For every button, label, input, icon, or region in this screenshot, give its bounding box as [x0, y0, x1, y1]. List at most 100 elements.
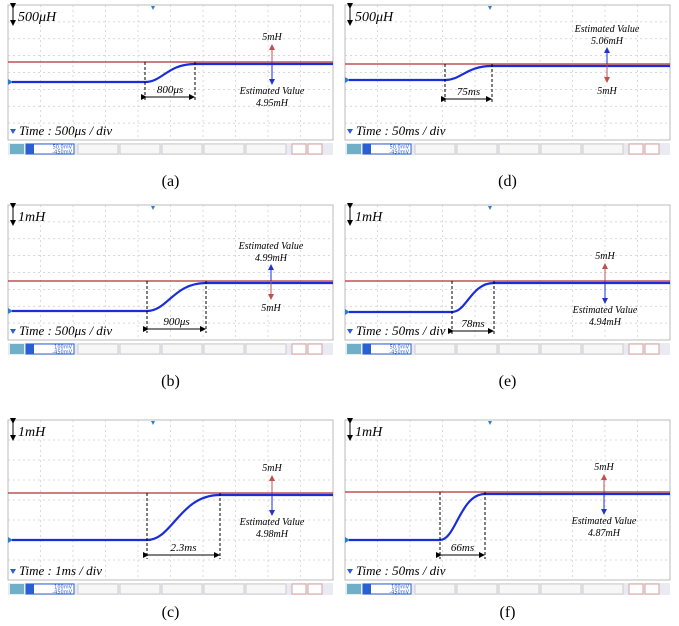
toolbar-slot [204, 144, 244, 154]
interval-label: 2.3ms [171, 542, 197, 554]
toolbar-icon [347, 584, 361, 594]
scope-panel: 500μH 75ms Estimated Value5.06mH 5mH Time : … [345, 5, 670, 156]
toolbar-slot [78, 344, 118, 354]
toolbar-slot [78, 144, 118, 154]
interval-label: 75ms [457, 86, 480, 98]
estimate-label: Estimated Value [239, 517, 305, 528]
channel-number [26, 344, 34, 354]
toolbar-slot [78, 584, 118, 594]
toolbar-slot [204, 344, 244, 354]
estimate-label: Estimated Value [572, 305, 638, 316]
toolbar-slot [415, 344, 455, 354]
reference-label: 5mH [595, 251, 615, 262]
toolbar-slot [629, 344, 643, 354]
channel-number [363, 584, 371, 594]
reference-label: 5mH [262, 463, 282, 474]
figure: 500μH800μs5mHEstimated Value4.95mHTime :… [0, 0, 679, 626]
interval-label: 800μs [157, 84, 183, 96]
toolbar-icon [347, 144, 361, 154]
estimate-value: 4.87mH [588, 528, 621, 539]
toolbar-slot [499, 584, 539, 594]
toolbar-slot [292, 144, 306, 154]
toolbar-slot [162, 344, 202, 354]
scale-label: 1mH [18, 425, 46, 440]
toolbar-slot [499, 344, 539, 354]
channel-offset: -450mV [52, 590, 72, 596]
estimate-value: 5.06mH [591, 36, 624, 47]
toolbar-slot [645, 584, 659, 594]
estimate-value: 4.94mH [589, 317, 622, 328]
channel-number [26, 584, 34, 594]
time-label: Time : 50ms / div [356, 323, 446, 338]
estimate-value: 4.98mH [256, 529, 289, 540]
channel-offset: -450mV [389, 150, 409, 156]
toolbar-icon [10, 344, 24, 354]
estimate-value: 4.99mH [255, 253, 288, 264]
toolbar-slot [583, 584, 623, 594]
scale-label: 1mH [355, 210, 383, 225]
scale-label: 500μH [355, 10, 394, 25]
toolbar-slot [120, 344, 160, 354]
estimate-label: Estimated Value [574, 24, 640, 35]
toolbar-slot [120, 584, 160, 594]
toolbar-slot [292, 344, 306, 354]
toolbar-slot [541, 584, 581, 594]
toolbar-slot [292, 584, 306, 594]
interval-label: 66ms [451, 542, 474, 554]
toolbar-slot [308, 584, 322, 594]
scale-label: 500μH [18, 10, 57, 25]
caption: (c) [162, 604, 180, 621]
toolbar-icon [10, 584, 24, 594]
interval-label: 78ms [461, 318, 484, 330]
reference-label: 5mH [594, 462, 614, 473]
caption: (a) [162, 173, 180, 190]
toolbar-slot [629, 144, 643, 154]
reference-label: 5mH [262, 32, 282, 43]
toolbar-slot [629, 584, 643, 594]
toolbar-slot [204, 584, 244, 594]
toolbar-slot [246, 344, 286, 354]
toolbar-slot [162, 584, 202, 594]
toolbar-slot [645, 344, 659, 354]
interval-label: 900μs [163, 316, 189, 328]
toolbar-slot [645, 144, 659, 154]
time-label: Time : 1ms / div [19, 563, 102, 578]
scale-label: 1mH [355, 425, 383, 440]
reference-label: 5mH [597, 86, 617, 97]
toolbar-slot [499, 144, 539, 154]
caption: (f) [500, 604, 516, 621]
toolbar-icon [347, 344, 361, 354]
estimate-label: Estimated Value [238, 241, 304, 252]
channel-offset: -450mV [52, 150, 72, 156]
caption: (b) [161, 373, 180, 390]
channel-number [363, 144, 371, 154]
channel-offset: -450mV [52, 350, 72, 356]
time-label: Time : 50ms / div [356, 123, 446, 138]
toolbar-slot [583, 344, 623, 354]
toolbar-slot [583, 144, 623, 154]
estimate-label: Estimated Value [571, 516, 637, 527]
toolbar-slot [415, 144, 455, 154]
toolbar-slot [308, 344, 322, 354]
scale-label: 1mH [18, 210, 46, 225]
channel-number [363, 344, 371, 354]
toolbar-slot [120, 144, 160, 154]
reference-label: 5mH [261, 303, 281, 314]
estimate-value: 4.95mH [256, 98, 289, 109]
toolbar-slot [457, 344, 497, 354]
time-label: Time : 50ms / div [356, 563, 446, 578]
toolbar-slot [457, 144, 497, 154]
toolbar-slot [541, 144, 581, 154]
time-label: Time : 500μs / div [19, 323, 112, 338]
toolbar-slot [541, 344, 581, 354]
toolbar-icon [10, 144, 24, 154]
toolbar-slot [308, 144, 322, 154]
estimate-label: Estimated Value [239, 86, 305, 97]
channel-offset: -450mV [389, 590, 409, 596]
caption: (d) [498, 173, 517, 190]
